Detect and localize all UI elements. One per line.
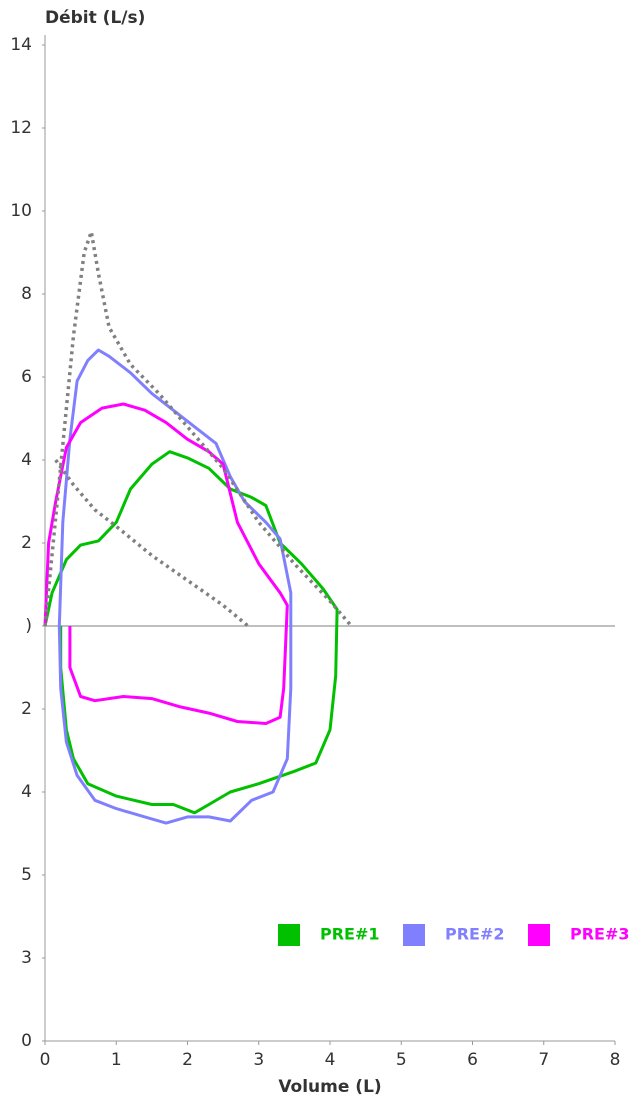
y-tick-label: 6 — [21, 367, 32, 387]
x-tick-label: 6 — [467, 1050, 478, 1070]
x-tick-label: 3 — [253, 1050, 264, 1070]
reference-curve — [54, 458, 250, 628]
y-tick-label: 8 — [21, 284, 32, 304]
legend-label: PRE#3 — [570, 925, 630, 944]
x-tick-label: 2 — [182, 1050, 193, 1070]
legend-swatch — [403, 924, 425, 946]
x-axis-title: Volume (L) — [278, 1077, 381, 1097]
legend-swatch — [278, 924, 300, 946]
y-tick-label: 5 — [21, 865, 32, 885]
legend-swatch — [528, 924, 550, 946]
y-axis-title: Débit (L/s) — [45, 8, 145, 28]
y-tick-label: 2 — [21, 533, 32, 553]
y-tick-label: 3 — [21, 948, 32, 968]
x-tick-label: 8 — [610, 1050, 621, 1070]
y-tick-label: 4 — [21, 450, 32, 470]
y-tick-label: 12 — [10, 118, 32, 138]
y-tick-label: 14 — [10, 35, 32, 55]
reference-curve — [43, 230, 353, 628]
x-tick-label: 1 — [111, 1050, 122, 1070]
flow-volume-loop — [43, 402, 289, 725]
y-tick-label: ) — [25, 616, 32, 636]
y-tick-label: 0 — [21, 1031, 32, 1051]
flow-volume-loop — [43, 450, 339, 815]
x-tick-label: 7 — [538, 1050, 549, 1070]
y-tick-label: 10 — [10, 201, 32, 221]
x-tick-label: 0 — [40, 1050, 51, 1070]
legend-label: PRE#1 — [320, 925, 380, 944]
y-tick-label: 4 — [21, 782, 32, 802]
legend-label: PRE#2 — [445, 925, 505, 944]
x-tick-label: 5 — [396, 1050, 407, 1070]
flow-volume-loop — [57, 348, 293, 825]
x-tick-label: 4 — [325, 1050, 336, 1070]
y-tick-label: 2 — [21, 699, 32, 719]
